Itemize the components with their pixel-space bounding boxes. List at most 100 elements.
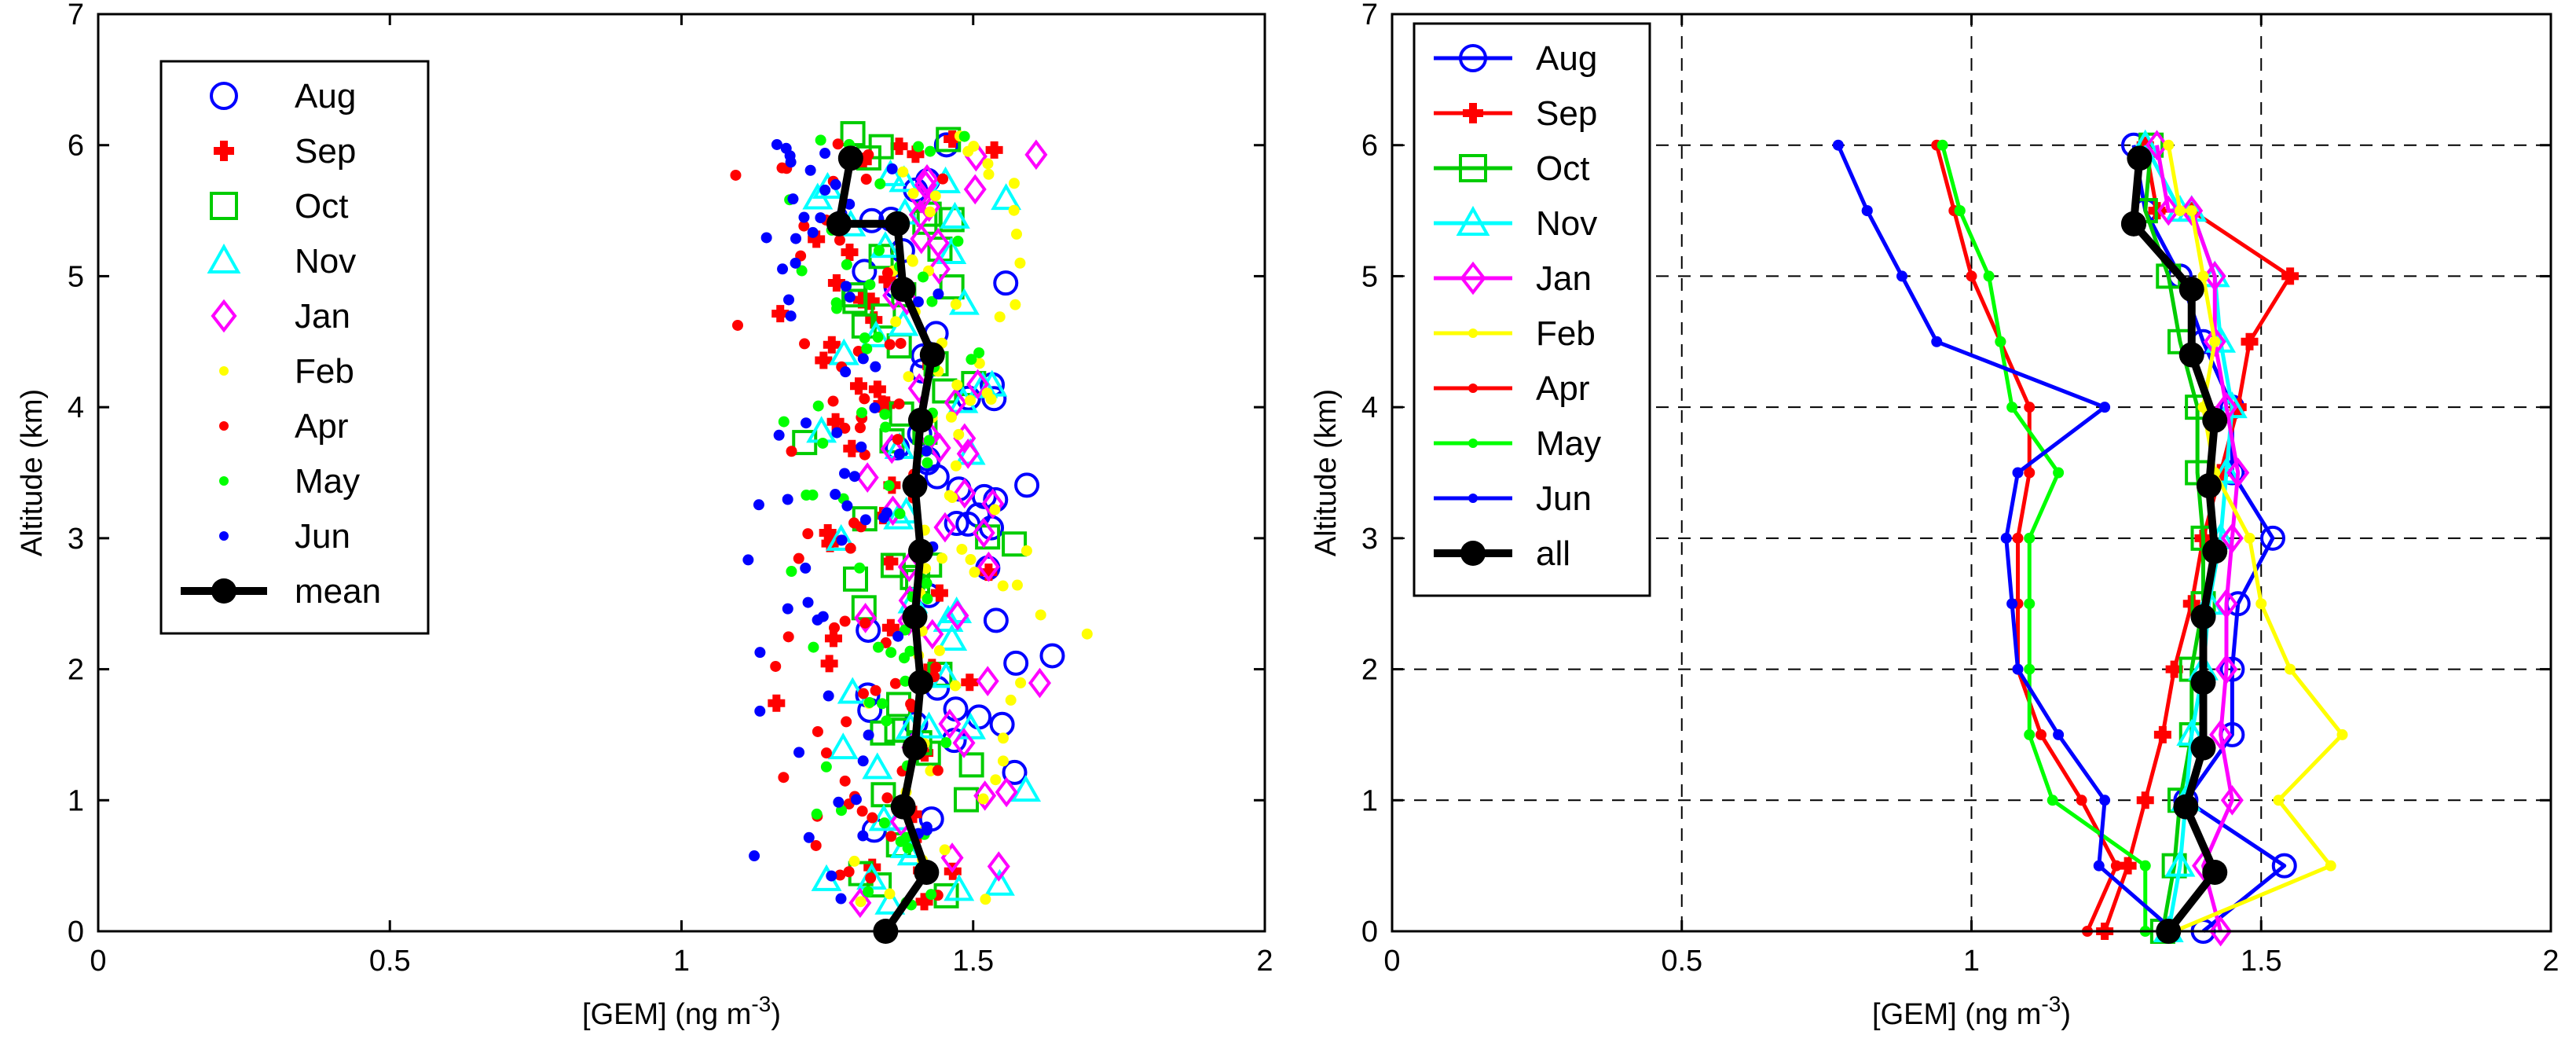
legend-label-feb: Feb [1536, 314, 1596, 353]
data-point [1008, 204, 1020, 216]
y-tick-label: 6 [68, 130, 84, 163]
data-point [834, 234, 845, 246]
data-point-sep [2153, 725, 2171, 743]
data-point [944, 511, 969, 537]
data-point [777, 263, 789, 275]
data-point [946, 600, 969, 631]
data-point [796, 265, 808, 277]
legend-label-feb: Feb [295, 352, 354, 391]
data-point-mean [902, 473, 928, 499]
data-point [836, 534, 848, 546]
data-point [951, 379, 963, 391]
data-point [778, 416, 790, 428]
data-point [985, 141, 1003, 159]
data-point-apr [1966, 270, 1977, 282]
data-point [925, 889, 937, 901]
data-point [973, 347, 985, 358]
data-point [835, 893, 847, 905]
data-point-apr [2110, 860, 2122, 872]
data-point [958, 752, 984, 778]
legend-label-may: May [1536, 424, 1601, 463]
data-point [874, 178, 886, 189]
legend-box [159, 60, 430, 635]
data-point [1011, 579, 1023, 591]
data-point [850, 794, 862, 806]
data-point [937, 173, 949, 185]
data-point [867, 872, 892, 898]
data-point [961, 673, 979, 692]
data-point [855, 896, 867, 908]
data-point-aug [2219, 656, 2245, 682]
data-point [793, 552, 804, 564]
data-point-may [1995, 336, 2006, 347]
data-point-may [2006, 402, 2018, 413]
data-point [1081, 628, 1093, 640]
data-point [939, 274, 965, 300]
x-tick-label: 2 [1256, 945, 1273, 978]
data-point [921, 821, 933, 833]
data-point [860, 174, 872, 185]
data-point [1039, 643, 1065, 669]
data-point [875, 159, 906, 186]
data-point [965, 554, 977, 566]
data-point-mean [826, 211, 852, 237]
data-point [933, 132, 959, 158]
data-point-feb [2175, 205, 2186, 217]
data-point-all [2190, 604, 2216, 629]
x-tick-label: 0.5 [369, 945, 411, 978]
data-point [915, 893, 933, 911]
data-point [895, 835, 907, 847]
data-point [981, 387, 993, 399]
data-point [812, 725, 823, 737]
data-point [879, 409, 891, 420]
data-point [845, 542, 856, 554]
data-point-mean [902, 735, 928, 761]
data-point [939, 844, 951, 856]
data-point [949, 680, 961, 692]
data-point-mean [907, 407, 933, 433]
data-point-mean [890, 794, 916, 820]
data-point [995, 776, 1018, 808]
data-point [754, 647, 766, 659]
y-tick-label: 7 [1361, 0, 1378, 31]
data-point [984, 868, 1015, 896]
data-point [1010, 299, 1021, 310]
data-point [950, 460, 962, 472]
data-point-feb [2336, 729, 2348, 740]
data-point-feb [2244, 532, 2255, 544]
legend-label-may: May [295, 462, 360, 501]
legend-label-jun: Jun [295, 517, 350, 556]
data-point-aug [2260, 525, 2285, 551]
data-point-mean [837, 145, 863, 171]
data-point [925, 145, 936, 157]
data-point [884, 339, 896, 350]
data-point [856, 441, 867, 453]
legend-marker-may [1468, 439, 1478, 448]
data-point-may [2139, 860, 2151, 872]
data-point [863, 149, 874, 160]
data-point [823, 690, 834, 702]
data-point [933, 604, 964, 632]
data-point [940, 737, 952, 749]
data-point [811, 808, 823, 820]
data-point [892, 630, 904, 642]
legend-marker-jan [1460, 261, 1486, 295]
x-axis-label: [GEM] (ng m-3) [1872, 992, 2071, 1031]
data-point [810, 839, 822, 851]
data-point-jan [2209, 916, 2233, 947]
data-point [990, 774, 1002, 786]
data-point-apr [2024, 402, 2036, 413]
data-point [841, 244, 859, 262]
legend-marker-oct [1459, 154, 1487, 182]
data-point [804, 164, 816, 176]
data-point-all [2202, 407, 2228, 433]
data-point [906, 254, 918, 266]
data-point [857, 830, 869, 842]
data-point [880, 421, 892, 433]
data-point-apr [2024, 467, 2036, 479]
data-point [969, 567, 980, 578]
data-point-apr [2036, 729, 2047, 740]
data-point [1008, 178, 1020, 189]
legend-label-aug: Aug [295, 77, 356, 116]
data-point [921, 445, 933, 457]
